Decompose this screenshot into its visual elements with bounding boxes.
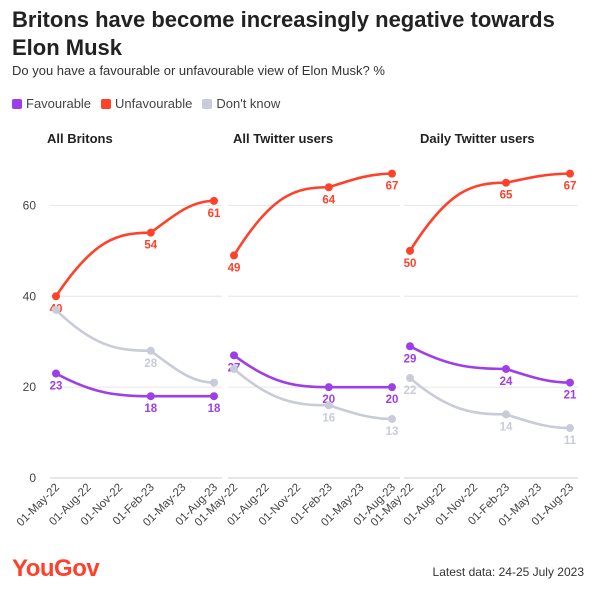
- data-point-unfavourable: [210, 196, 218, 205]
- data-point-don-t-know: [324, 401, 333, 410]
- series-line-unfavourable: [232, 172, 394, 257]
- legend-swatch-dont-know: [202, 98, 213, 109]
- series-line-don-t-know: [408, 376, 572, 430]
- series-line-favourable: [232, 354, 394, 389]
- y-tick-label: 40: [23, 289, 37, 303]
- legend-swatch-favourable: [12, 98, 22, 109]
- data-point-favourable: [566, 378, 574, 387]
- data-point-unfavourable: [324, 183, 333, 192]
- data-label-unfavourable: 65: [500, 190, 513, 202]
- data-label-don-t-know: 22: [404, 385, 417, 397]
- data-point-unfavourable: [52, 292, 60, 301]
- data-label-don-t-know: 16: [322, 412, 335, 424]
- series-line-unfavourable: [54, 199, 216, 298]
- data-point-favourable: [210, 392, 218, 401]
- data-point-unfavourable: [230, 251, 238, 260]
- data-label-favourable: 18: [144, 403, 157, 415]
- data-point-unfavourable: [566, 169, 574, 178]
- latest-data-note: Latest data: 24-25 July 2023: [432, 565, 584, 579]
- panel-title: All Twitter users: [233, 131, 333, 146]
- data-point-favourable: [230, 351, 238, 360]
- data-label-don-t-know: 11: [564, 435, 577, 447]
- data-point-don-t-know: [566, 424, 574, 433]
- data-point-don-t-know: [210, 378, 218, 387]
- chart-subtitle: Do you have a favourable or unfavourable…: [12, 63, 385, 78]
- data-label-unfavourable: 50: [404, 258, 417, 270]
- data-label-unfavourable: 54: [144, 240, 157, 252]
- data-label-favourable: 20: [386, 394, 399, 406]
- chart-title: Britons have become increasingly negativ…: [12, 7, 555, 60]
- panel-title: All Britons: [47, 131, 113, 146]
- legend-item-unfavourable: Unfavourable: [101, 96, 192, 111]
- data-label-don-t-know: 13: [386, 426, 399, 438]
- data-point-favourable: [406, 342, 414, 351]
- data-point-don-t-know: [502, 410, 510, 419]
- data-label-favourable: 24: [500, 376, 513, 388]
- series-line-unfavourable: [408, 172, 572, 253]
- y-tick-label: 20: [23, 380, 37, 394]
- data-point-don-t-know: [52, 305, 60, 314]
- data-label-unfavourable: 49: [228, 262, 241, 274]
- series-line-favourable: [408, 344, 572, 384]
- panel-title: Daily Twitter users: [420, 131, 535, 146]
- legend-label: Don't know: [216, 96, 281, 111]
- data-label-unfavourable: 61: [208, 208, 221, 220]
- data-point-favourable: [52, 369, 60, 378]
- data-point-favourable: [324, 383, 333, 392]
- data-point-favourable: [388, 383, 396, 392]
- legend: Favourable Unfavourable Don't know: [12, 96, 280, 111]
- data-point-don-t-know: [230, 364, 238, 373]
- data-label-favourable: 21: [564, 390, 577, 402]
- data-label-favourable: 29: [404, 353, 417, 365]
- data-label-unfavourable: 64: [322, 194, 335, 206]
- data-point-don-t-know: [406, 374, 414, 383]
- data-label-don-t-know: 14: [500, 421, 513, 433]
- data-label-favourable: 23: [50, 381, 63, 393]
- y-tick-label: 60: [23, 198, 37, 212]
- data-point-unfavourable: [502, 178, 510, 187]
- data-label-favourable: 18: [208, 403, 221, 415]
- data-point-don-t-know: [146, 346, 155, 355]
- data-label-don-t-know: 28: [144, 358, 157, 370]
- data-point-don-t-know: [388, 414, 396, 423]
- series-line-favourable: [54, 372, 216, 398]
- legend-swatch-unfavourable: [101, 98, 112, 109]
- data-point-favourable: [502, 364, 510, 373]
- data-label-unfavourable: 67: [386, 181, 399, 193]
- data-point-unfavourable: [406, 246, 414, 255]
- data-label-unfavourable: 67: [564, 181, 577, 193]
- legend-label: Favourable: [26, 96, 92, 111]
- legend-item-dont-know: Don't know: [202, 96, 280, 111]
- legend-item-favourable: Favourable: [12, 96, 91, 111]
- data-point-unfavourable: [388, 169, 396, 178]
- series-line-don-t-know: [232, 367, 394, 421]
- data-point-favourable: [146, 392, 155, 401]
- series-line-don-t-know: [54, 308, 216, 384]
- legend-label: Unfavourable: [115, 96, 193, 111]
- y-tick-label: 0: [29, 471, 36, 485]
- yougov-logo: YouGov: [12, 555, 100, 582]
- data-point-unfavourable: [146, 228, 155, 237]
